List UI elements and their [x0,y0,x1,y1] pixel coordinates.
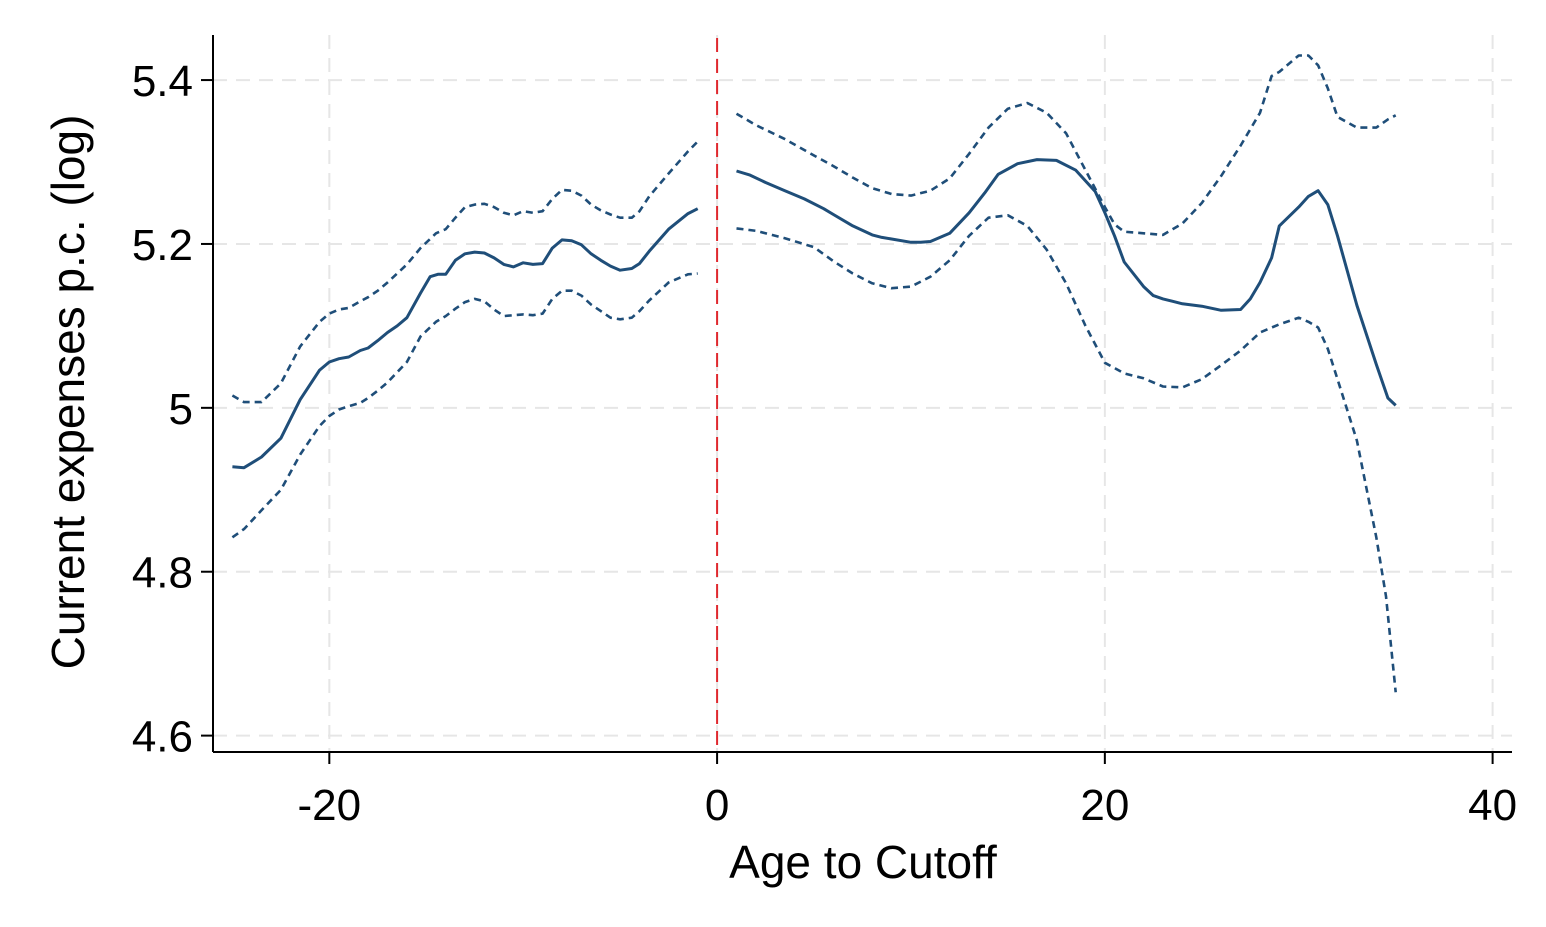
lower-ci-line-left [231,272,698,539]
x-axis-ticks: -20 0 20 40 [298,752,1517,830]
y-tick-label: 5 [169,385,193,434]
estimate-line-right [736,158,1397,407]
estimate-line-left [232,207,699,470]
y-tick-label: 4.6 [132,713,193,762]
x-tick-label: 40 [1468,781,1517,830]
y-axis-ticks: 4.6 4.8 5 5.2 5.4 [132,57,213,762]
x-tick-label: -20 [298,781,362,830]
axes [212,35,1512,753]
x-tick-label: 20 [1080,781,1129,830]
upper-ci-line-left [231,140,699,404]
y-tick-label: 5.4 [132,57,193,106]
y-tick-label: 4.8 [132,549,193,598]
lower-ci-line-right [736,214,1397,693]
x-axis-title: Age to Cutoff [729,836,997,888]
x-tick-label: 0 [705,781,729,830]
upper-ci-line-right [735,54,1397,237]
series-lines [231,54,1397,693]
gridlines [213,35,1512,752]
y-tick-label: 5.2 [132,221,193,270]
y-axis-title: Current expenses p.c. (log) [42,115,94,670]
